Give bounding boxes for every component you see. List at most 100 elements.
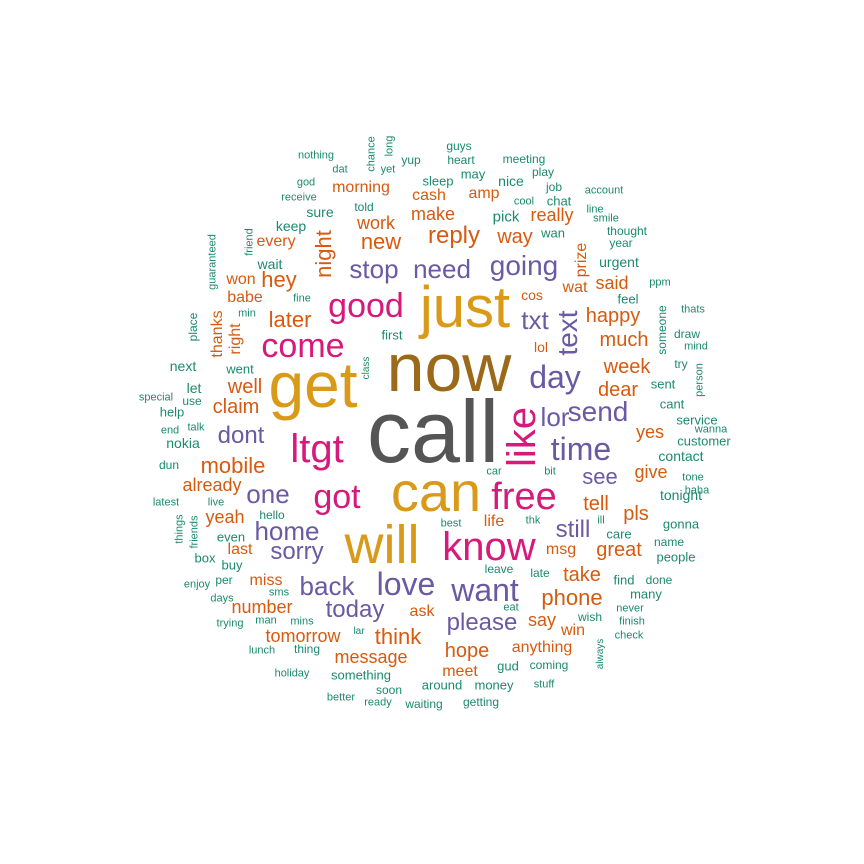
word-got: got — [313, 478, 361, 516]
word-heart: heart — [447, 153, 475, 167]
word-hello: hello — [259, 508, 285, 522]
word-enjoy: enjoy — [183, 578, 211, 591]
word-already: already — [182, 475, 242, 495]
word-cos: cos — [521, 287, 543, 303]
word-reply: reply — [427, 222, 481, 249]
word-min: min — [238, 307, 256, 320]
word-tonight: tonight — [659, 487, 703, 503]
word-friends: friends — [188, 515, 201, 549]
word-tone: tone — [682, 471, 704, 484]
word-latest: latest — [152, 496, 180, 509]
word-smile: smile — [593, 212, 619, 225]
word-text: text — [552, 310, 583, 356]
word-wan: wan — [541, 225, 565, 241]
word-love: love — [376, 566, 436, 602]
word-account: account — [584, 184, 624, 197]
word-well: well — [227, 376, 263, 398]
word-money: money — [474, 677, 514, 693]
word-prize: prize — [573, 242, 590, 278]
word-really: really — [530, 205, 574, 225]
word-trying: trying — [216, 617, 244, 630]
word-fine: fine — [293, 292, 311, 305]
word-around: around — [421, 677, 463, 693]
word-get: get — [268, 349, 358, 421]
word-cant: cant — [659, 396, 685, 412]
word-chance: chance — [365, 136, 378, 172]
word-meet: meet — [442, 663, 478, 680]
word-lol: lol — [533, 339, 549, 355]
word-right: right — [227, 323, 244, 355]
word-nothing: nothing — [297, 149, 335, 162]
word-live: live — [207, 496, 225, 509]
word-sorry: sorry — [270, 538, 324, 565]
word-back: back — [299, 571, 355, 601]
word-week: week — [603, 356, 651, 378]
word-year: year — [609, 236, 633, 250]
word-happy: happy — [585, 305, 641, 327]
word-thought: thought — [606, 224, 648, 238]
word-person: person — [693, 363, 706, 397]
word-try: try — [674, 357, 688, 371]
word-someone: someone — [655, 305, 669, 355]
word-name: name — [653, 535, 685, 549]
word-today: today — [325, 596, 385, 623]
word-take: take — [563, 564, 601, 586]
word-draw: draw — [673, 327, 701, 341]
word-sleep: sleep — [422, 173, 454, 189]
word-days: days — [210, 592, 234, 605]
word-things: things — [173, 514, 186, 544]
word-guaranteed: guaranteed — [206, 234, 219, 290]
word-ask: ask — [409, 603, 435, 620]
word-better: better — [326, 691, 356, 704]
word-want: want — [451, 572, 519, 608]
word-mind: mind — [684, 340, 708, 353]
word-dear: dear — [597, 379, 639, 401]
word-coming: coming — [529, 658, 569, 672]
word-call: call — [366, 382, 500, 481]
word-lunch: lunch — [248, 644, 276, 657]
word-told: told — [354, 200, 374, 214]
word-gud: gud — [497, 658, 519, 674]
word-nokia: nokia — [166, 435, 200, 451]
word-give: give — [634, 462, 668, 482]
word-hey: hey — [261, 267, 297, 292]
word-yup: yup — [401, 153, 421, 167]
word-line: line — [586, 203, 604, 216]
word-yet: yet — [380, 163, 396, 176]
word-many: many — [630, 586, 662, 602]
word-ready: ready — [364, 696, 392, 709]
word-can: can — [390, 460, 482, 523]
word-txt: txt — [521, 305, 549, 335]
word-just: just — [419, 275, 511, 340]
word-class: class — [361, 356, 372, 380]
word-babe: babe — [227, 289, 263, 306]
word-leave: leave — [484, 562, 514, 576]
word-care: care — [606, 526, 632, 542]
word-even: even — [216, 529, 246, 545]
word-life: life — [483, 513, 505, 530]
word-wait: wait — [257, 256, 283, 272]
word-dont: dont — [217, 422, 265, 449]
word-win: win — [560, 622, 586, 639]
word-holiday: holiday — [274, 667, 310, 680]
word-check: check — [614, 629, 644, 642]
word-ill: ill — [597, 514, 605, 527]
word-sms: sms — [268, 586, 290, 599]
word-like: like — [500, 406, 544, 468]
word-long: long — [383, 135, 396, 157]
word-done: done — [645, 573, 673, 587]
word-last: last — [227, 541, 253, 558]
word-say: say — [527, 610, 557, 630]
word-sent: sent — [650, 376, 676, 392]
word-much: much — [599, 329, 649, 351]
word-service: service — [676, 412, 718, 428]
word-end: end — [160, 424, 180, 437]
word-yeah: yeah — [205, 507, 245, 527]
word-send: send — [567, 396, 629, 427]
word-keep: keep — [275, 218, 307, 234]
word-waiting: waiting — [405, 697, 443, 711]
word-message: message — [334, 647, 408, 667]
word-thing: thing — [293, 642, 321, 656]
word-feel: feel — [617, 291, 639, 307]
word-thats: thats — [681, 303, 705, 316]
